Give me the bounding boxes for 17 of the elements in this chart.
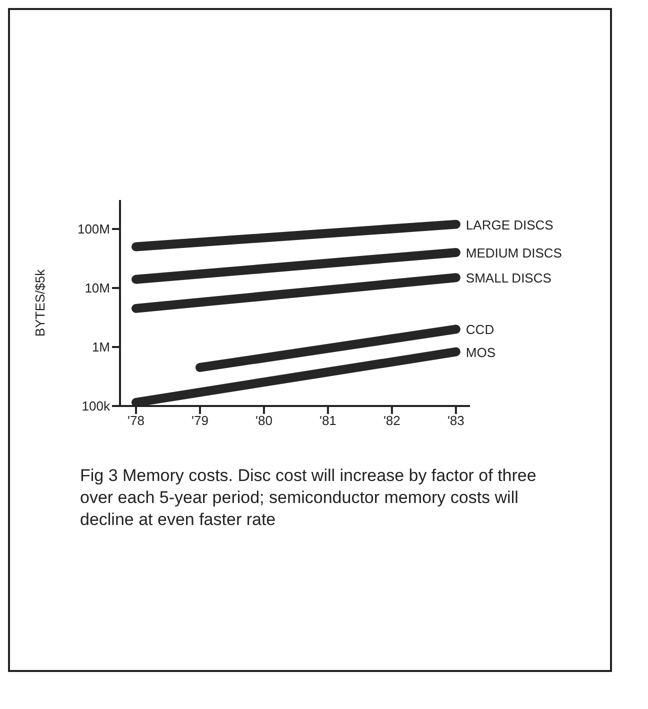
y-axis-title: BYTES/$5k <box>32 268 48 337</box>
x-tick-label: '80 <box>255 413 272 428</box>
series-label: MOS <box>466 344 496 360</box>
series-label: CCD <box>466 322 494 338</box>
y-tick-label: 1M <box>92 340 110 355</box>
series-label: SMALL DISCS <box>466 270 552 286</box>
y-tick-label: 100k <box>82 398 110 414</box>
series-label: MEDIUM DISCS <box>466 245 562 260</box>
x-tick-label: '82 <box>383 413 400 428</box>
x-tick-label: '81 <box>319 413 336 428</box>
x-tick-label: '83 <box>447 413 464 428</box>
x-tick-label: '79 <box>192 413 208 428</box>
x-tick-label: '78 <box>128 413 144 428</box>
caption: Fig 3 Memory costs. Disc cost will increase by factor of three over each 5-year period; semiconductor memory costs will decline at even faster rate <box>80 465 538 531</box>
y-tick-label: 100M <box>77 222 110 237</box>
y-tick-label: 10M <box>84 280 110 296</box>
series-label: LARGE DISCS <box>466 217 554 232</box>
